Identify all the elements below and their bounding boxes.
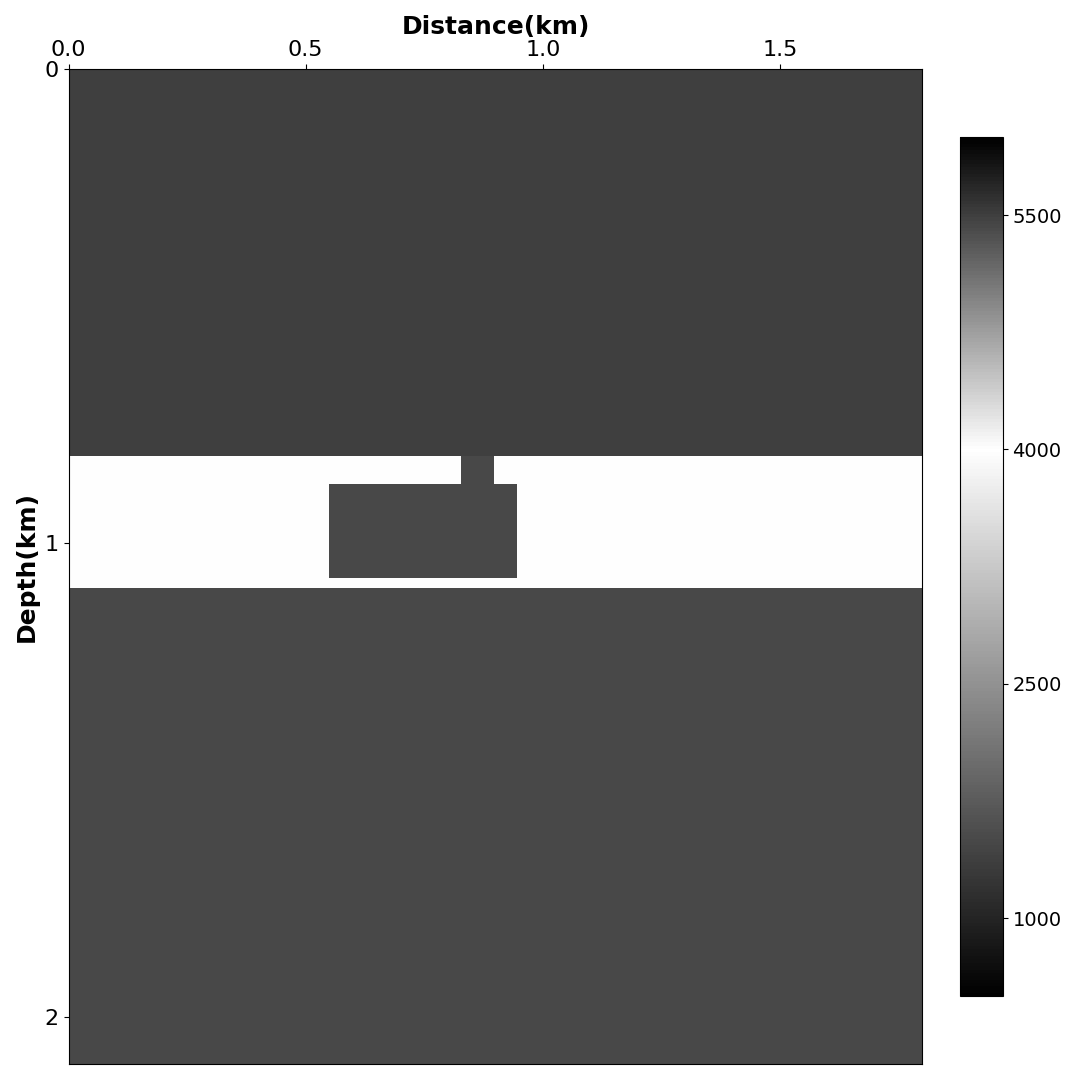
Y-axis label: Depth(km): Depth(km) [15,491,39,642]
X-axis label: Distance(km): Distance(km) [402,15,590,39]
